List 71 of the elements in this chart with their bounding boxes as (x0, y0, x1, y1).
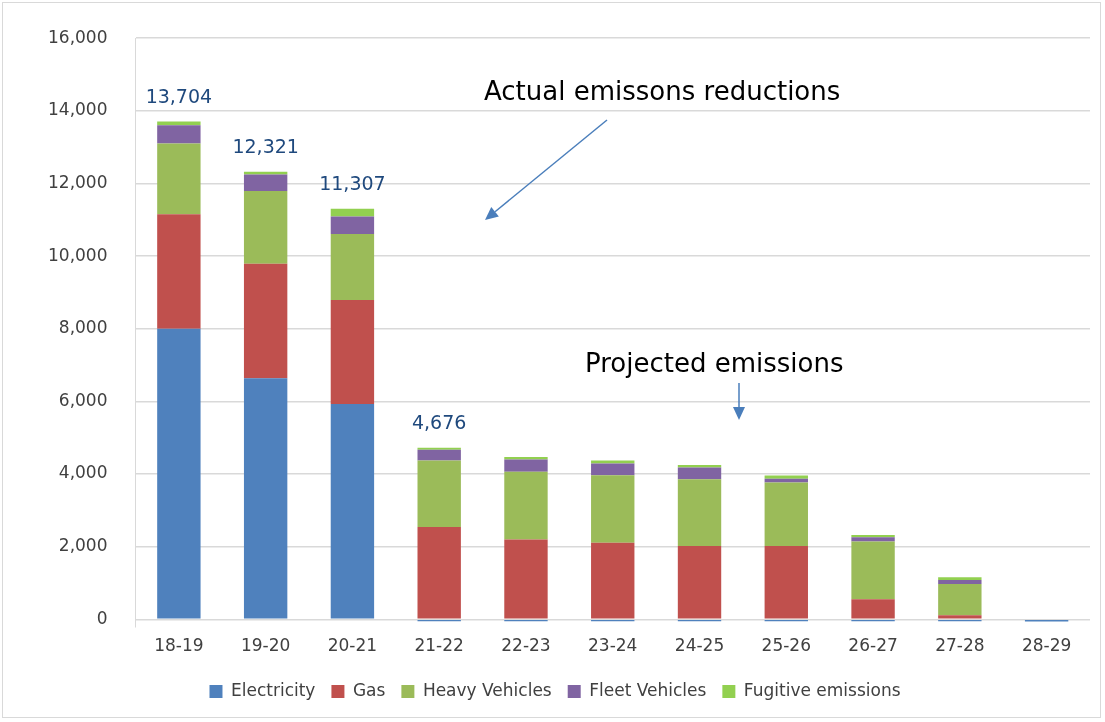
bar (330, 300, 375, 404)
bar (938, 615, 982, 619)
x-tick-label: 22-23 (501, 635, 551, 656)
bar (417, 449, 461, 461)
y-tick-label: 10,000 (48, 244, 108, 265)
bar (764, 475, 808, 479)
bar (243, 174, 288, 192)
bar (764, 545, 808, 619)
bar (851, 599, 895, 619)
bar (330, 208, 375, 217)
bar (157, 143, 201, 215)
y-tick-label: 4,000 (58, 462, 108, 483)
total-label: 12,321 (232, 135, 299, 158)
x-tick-label: 27-28 (935, 635, 985, 656)
x-tick-label: 20-21 (327, 635, 378, 656)
bar (330, 216, 375, 234)
legend-label: Heavy Vehicles (422, 679, 552, 700)
bar (157, 214, 201, 329)
bar (677, 545, 722, 619)
total-label: 13,704 (145, 85, 213, 108)
legend-label: Fleet Vehicles (589, 679, 707, 700)
y-tick-label: 0 (96, 607, 108, 628)
bar (417, 527, 461, 619)
y-tick-label: 12,000 (48, 171, 108, 192)
bar (677, 479, 722, 546)
y-tick-label: 16,000 (48, 26, 108, 47)
x-tick-label: 28-29 (1021, 635, 1072, 656)
total-label: 4,676 (411, 411, 467, 434)
bar (417, 447, 461, 450)
x-tick-label: 26-27 (848, 635, 898, 656)
bar (504, 459, 548, 472)
bar (504, 471, 548, 540)
bar (938, 577, 982, 581)
bar (243, 263, 288, 379)
bar (504, 456, 548, 460)
x-tick-label: 18-19 (154, 635, 204, 656)
y-tick-label: 8,000 (58, 317, 108, 338)
y-tick-label: 14,000 (48, 99, 108, 120)
bar (938, 580, 982, 585)
bar (851, 535, 895, 538)
legend-label: Gas (352, 679, 386, 700)
annotation: Projected emissions (585, 348, 844, 378)
bar (764, 482, 808, 546)
x-tick-label: 25-26 (761, 635, 811, 656)
x-tick-label: 19-20 (240, 635, 291, 656)
x-tick-label: 23-24 (588, 635, 638, 656)
bar (330, 403, 375, 619)
bar (591, 542, 635, 619)
bar (330, 233, 375, 301)
bar (417, 460, 461, 528)
annotation: Actual emissons reductions (484, 76, 841, 106)
bar (591, 463, 635, 476)
legend-label: Fugitive emissions (743, 679, 901, 700)
bar (243, 378, 288, 619)
bar (938, 584, 982, 616)
y-tick-label: 2,000 (58, 535, 108, 556)
bar (243, 191, 288, 264)
total-label: 11,307 (319, 172, 386, 195)
x-tick-label: 21-22 (414, 635, 464, 656)
bar (504, 539, 548, 619)
legend-label: Electricity (230, 679, 316, 700)
bar (591, 460, 635, 464)
bar (851, 537, 895, 542)
bar (157, 125, 201, 144)
bar (677, 467, 722, 480)
bar (677, 464, 722, 468)
bar (157, 328, 201, 619)
bar (591, 475, 635, 543)
y-tick-label: 6,000 (58, 389, 108, 410)
x-tick-label: 24-25 (674, 635, 725, 656)
bar (851, 541, 895, 600)
